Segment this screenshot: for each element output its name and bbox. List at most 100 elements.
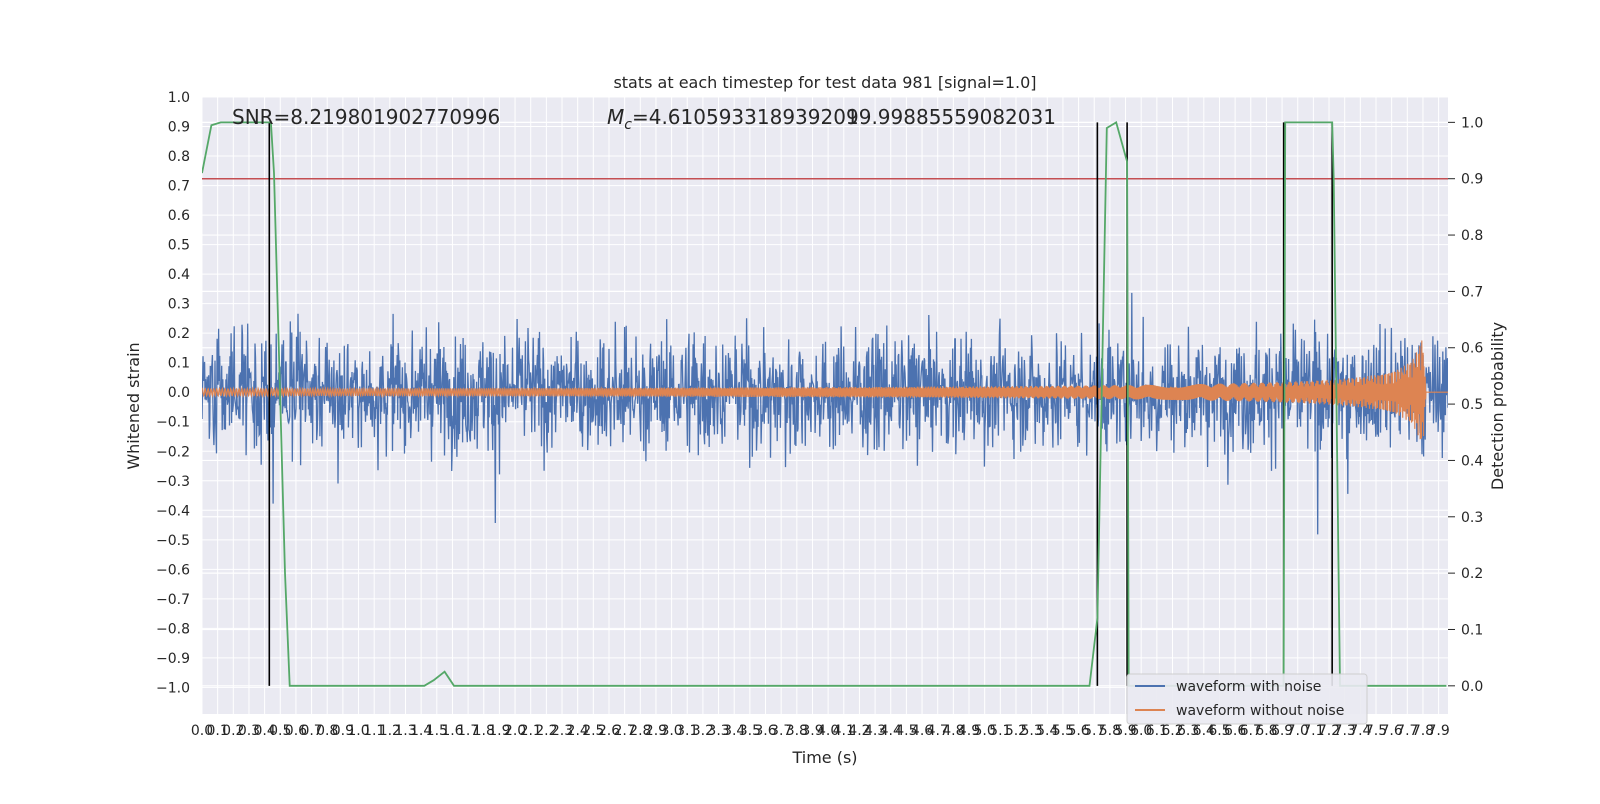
x-tick-label: 2.0 xyxy=(504,723,526,739)
x-tick-label: 7.1 xyxy=(1302,723,1324,739)
x-tick-label: 5.3 xyxy=(1020,723,1042,739)
y-left-tick-label: 0.1 xyxy=(168,356,190,372)
x-tick-label: 7.5 xyxy=(1365,723,1387,739)
y-right-tick-label: 0.6 xyxy=(1461,341,1483,357)
y-left-tick-label: 0.7 xyxy=(168,179,190,195)
y-left-tick-label: 0.3 xyxy=(168,297,190,313)
y-left-tick-label: 1.0 xyxy=(168,90,190,106)
y-right-tick-label: 0.1 xyxy=(1461,622,1483,638)
x-tick-label: 3.8 xyxy=(786,723,808,739)
x-tick-label: 1.5 xyxy=(426,723,448,739)
y-left-tick-label: −0.1 xyxy=(156,415,190,431)
x-tick-label: 5.0 xyxy=(974,723,996,739)
y-left-tick-label: −0.3 xyxy=(156,474,190,490)
y-left-tick-label: −1.0 xyxy=(156,680,190,696)
y-left-tick-label: 0.9 xyxy=(168,120,190,136)
y-left-tick-label: −0.9 xyxy=(156,651,190,667)
y-left-tick-label: −0.4 xyxy=(156,503,190,519)
x-tick-label: 6.9 xyxy=(1271,723,1293,739)
x-tick-label: 0.4 xyxy=(253,723,275,739)
x-tick-label: 5.9 xyxy=(1114,723,1136,739)
overlap-annotation: 19.99885559082031 xyxy=(846,105,1056,129)
probability-series-line xyxy=(202,121,1447,687)
x-tick-label: 6.6 xyxy=(1224,723,1246,739)
x-tick-label: 6.1 xyxy=(1146,723,1168,739)
y-left-tick-label: −0.8 xyxy=(156,621,190,637)
x-tick-label: 5.6 xyxy=(1067,723,1089,739)
x-tick-label: 1.2 xyxy=(379,723,401,739)
x-tick-label: 0.2 xyxy=(222,723,244,739)
x-tick-label: 5.5 xyxy=(1052,723,1074,739)
x-tick-label: 6.7 xyxy=(1240,723,1262,739)
x-tick-label: 2.7 xyxy=(614,723,636,739)
x-tick-label: 0.5 xyxy=(269,723,291,739)
x-tick-label: 3.0 xyxy=(660,723,682,739)
y-left-tick-label: 0.4 xyxy=(168,267,190,283)
snr-annotation: SNR=8.219801902770996 xyxy=(232,105,500,129)
x-tick-label: 1.9 xyxy=(488,723,510,739)
x-tick-label: 2.3 xyxy=(551,723,573,739)
x-tick-label: 4.2 xyxy=(848,723,870,739)
legend-box xyxy=(1126,673,1368,725)
y-left-tick-label: 0.5 xyxy=(168,238,190,254)
chirp-mass-annotation: Mc=4.610593318939209 xyxy=(607,105,859,133)
legend-label-clean: waveform without noise xyxy=(1176,703,1344,719)
x-tick-label: 2.5 xyxy=(582,723,604,739)
plot-background xyxy=(202,97,1448,714)
x-tick-label: 3.3 xyxy=(707,723,729,739)
chart-title: stats at each timestep for test data 981… xyxy=(613,73,1036,92)
x-tick-label: 0.8 xyxy=(316,723,338,739)
x-tick-label: 4.7 xyxy=(927,723,949,739)
x-tick-label: 2.4 xyxy=(567,723,589,739)
x-tick-label: 4.4 xyxy=(880,723,902,739)
clean-series-line xyxy=(202,340,1448,440)
x-tick-label: 7.6 xyxy=(1381,723,1403,739)
x-tick-label: 6.2 xyxy=(1161,723,1183,739)
x-tick-label: 1.1 xyxy=(363,723,385,739)
x-tick-label: 3.7 xyxy=(770,723,792,739)
x-tick-label: 3.4 xyxy=(723,723,745,739)
x-tick-label: 5.8 xyxy=(1099,723,1121,739)
x-tick-label: 6.3 xyxy=(1177,723,1199,739)
y-axis-label-left: Whitened strain xyxy=(124,342,143,469)
legend: waveform with noise waveform without noi… xyxy=(1126,673,1368,725)
x-tick-label: 2.9 xyxy=(645,723,667,739)
x-tick-label: 4.9 xyxy=(958,723,980,739)
x-tick-label: 1.8 xyxy=(473,723,495,739)
x-tick-label: 2.8 xyxy=(629,723,651,739)
x-tick-label: 3.1 xyxy=(676,723,698,739)
y-right-tick-label: 1.0 xyxy=(1461,115,1483,131)
x-tick-label: 6.0 xyxy=(1130,723,1152,739)
x-tick-label: 1.0 xyxy=(347,723,369,739)
x-tick-label: 2.6 xyxy=(598,723,620,739)
x-tick-label: 4.8 xyxy=(942,723,964,739)
y-right-tick-label: 0.8 xyxy=(1461,228,1483,244)
x-tick-label: 5.1 xyxy=(989,723,1011,739)
x-tick-label: 3.2 xyxy=(692,723,714,739)
x-tick-label: 0.3 xyxy=(238,723,260,739)
y-right-tick-labels: 1.0 0.9 0.8 0.7 0.6 0.5 0.4 0.3 0.2 0.1 0.0 xyxy=(1461,115,1483,694)
x-tick-label: 4.6 xyxy=(911,723,933,739)
x-tick-label: 7.7 xyxy=(1396,723,1418,739)
x-tick-label: 4.3 xyxy=(864,723,886,739)
grid-y xyxy=(202,96,1448,688)
y-left-tick-label: −0.6 xyxy=(156,562,190,578)
y-axis-label-right: Detection probability xyxy=(1488,322,1507,490)
x-tick-label: 1.6 xyxy=(441,723,463,739)
x-tick-label: 1.7 xyxy=(457,723,479,739)
x-tick-label: 6.8 xyxy=(1255,723,1277,739)
x-tick-label: 0.9 xyxy=(332,723,354,739)
y-right-tick-label: 0.2 xyxy=(1461,566,1483,582)
x-tick-label: 2.2 xyxy=(535,723,557,739)
y-left-tick-label: 0.2 xyxy=(168,326,190,342)
x-tick-label: 6.4 xyxy=(1193,723,1215,739)
x-tick-label: 7.9 xyxy=(1427,723,1449,739)
x-tick-label: 7.8 xyxy=(1412,723,1434,739)
x-tick-label: 0.0 xyxy=(191,723,213,739)
y-right-tick-label: 0.9 xyxy=(1461,172,1483,188)
x-tick-label: 1.3 xyxy=(394,723,416,739)
y-left-tick-label: −0.5 xyxy=(156,533,190,549)
x-tick-label: 7.3 xyxy=(1334,723,1356,739)
